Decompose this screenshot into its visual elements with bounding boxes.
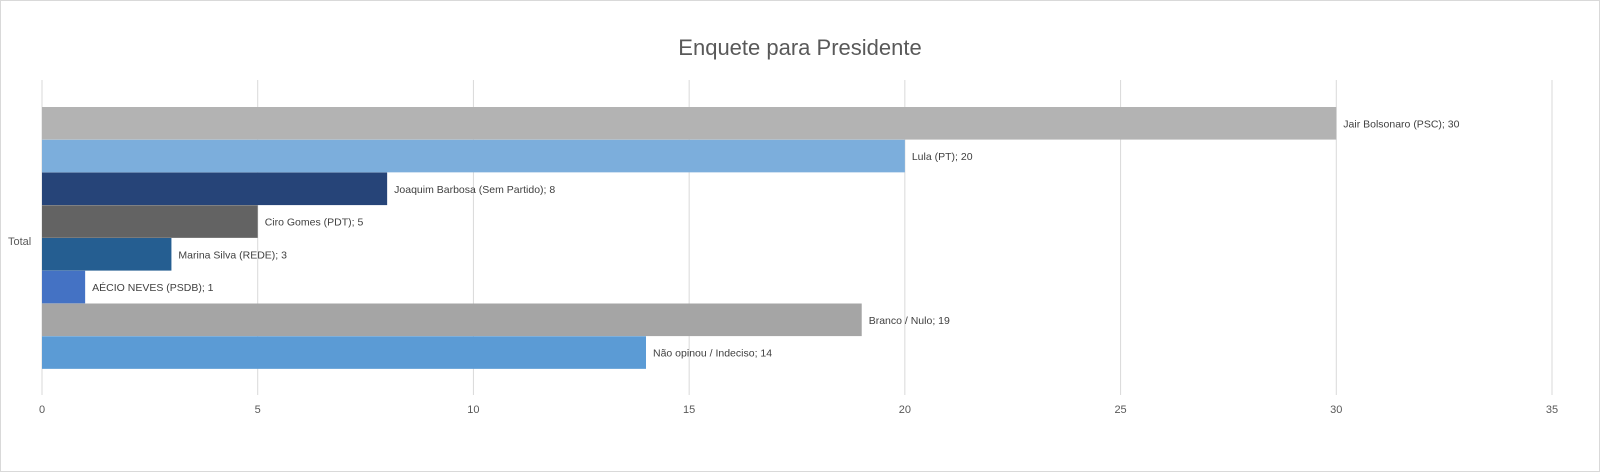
data-label: Branco / Nulo; 19 [869,315,950,327]
x-tick-label: 0 [39,404,45,416]
data-label: Ciro Gomes (PDT); 5 [265,217,364,229]
bar [42,172,388,206]
chart-title: Enquete para Presidente [678,35,922,60]
data-label: Não opinou / Indeciso; 14 [653,348,772,360]
x-tick-label: 10 [467,404,479,416]
x-tick-label: 25 [1114,404,1126,416]
category-label: Total [8,236,31,248]
x-tick-label: 20 [899,404,911,416]
x-tick-label: 35 [1546,404,1558,416]
data-label: Lula (PT); 20 [912,151,973,163]
bar [42,270,86,304]
data-label: AÉCIO NEVES (PSDB); 1 [92,281,214,294]
data-label: Marina Silva (REDE); 3 [178,249,287,261]
x-tick-label: 30 [1330,404,1342,416]
data-labels: Jair Bolsonaro (PSC); 30 Lula (PT); 20 Joa… [92,118,1459,359]
x-tick-label: 5 [255,404,261,416]
bar [42,303,862,337]
x-tick-label: 15 [683,404,695,416]
bars [42,107,1337,369]
bar [42,205,258,238]
bar [42,107,1337,140]
x-axis-ticks: 0 5 10 15 20 25 30 35 [39,404,1558,416]
bar [42,238,172,271]
data-label: Joaquim Barbosa (Sem Partido); 8 [394,184,555,196]
bar [42,336,646,369]
bar [42,139,905,173]
data-label: Jair Bolsonaro (PSC); 30 [1343,118,1459,130]
